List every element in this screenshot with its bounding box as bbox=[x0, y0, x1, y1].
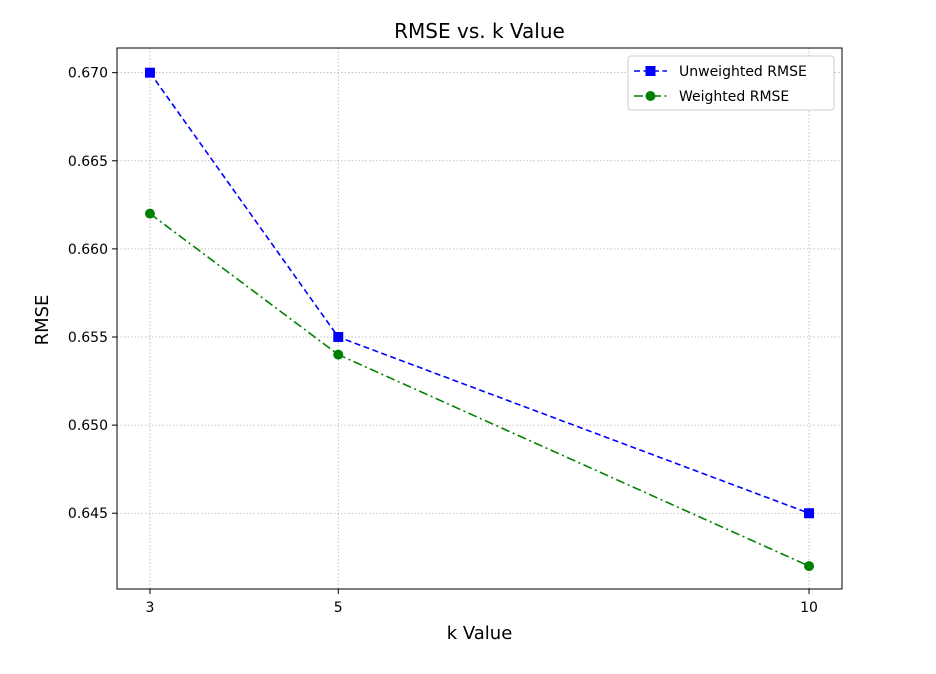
legend-box bbox=[627, 55, 835, 111]
y-tick-label: 0.650 bbox=[68, 418, 108, 434]
x-tick-label: 10 bbox=[800, 600, 818, 616]
legend-marker bbox=[645, 91, 656, 101]
y-tick-label: 0.660 bbox=[68, 242, 108, 258]
x-tick-label: 5 bbox=[334, 600, 343, 616]
legend-label: Weighted RMSE bbox=[679, 89, 789, 105]
legend-label: Unweighted RMSE bbox=[679, 64, 807, 80]
y-tick-label: 0.670 bbox=[68, 66, 108, 82]
x-axis-label: k Value bbox=[447, 623, 513, 644]
y-tick-label: 0.645 bbox=[68, 506, 108, 522]
data-point bbox=[333, 332, 344, 343]
data-point bbox=[804, 508, 815, 519]
chart-legend: Unweighted RMSE Weighted RMSE bbox=[627, 55, 835, 111]
chart-title: RMSE vs. k Value bbox=[394, 19, 565, 43]
axis-ticks: 3 5 10 0.645 0.650 0.655 0.660 0.665 0.670 bbox=[68, 66, 818, 616]
data-series bbox=[144, 67, 815, 572]
y-tick-label: 0.655 bbox=[68, 330, 108, 346]
data-point bbox=[144, 208, 155, 219]
plot-area-frame bbox=[116, 47, 843, 590]
data-point bbox=[144, 67, 155, 78]
data-point bbox=[333, 349, 344, 360]
legend-marker bbox=[645, 66, 656, 76]
grid-lines bbox=[117, 48, 842, 589]
data-point bbox=[804, 561, 815, 572]
series-2 bbox=[144, 208, 815, 572]
y-tick-label: 0.665 bbox=[68, 154, 108, 170]
y-axis-label: RMSE bbox=[32, 295, 53, 346]
series-1 bbox=[144, 67, 815, 519]
x-tick-label: 3 bbox=[145, 600, 154, 616]
series-line bbox=[149, 72, 810, 514]
